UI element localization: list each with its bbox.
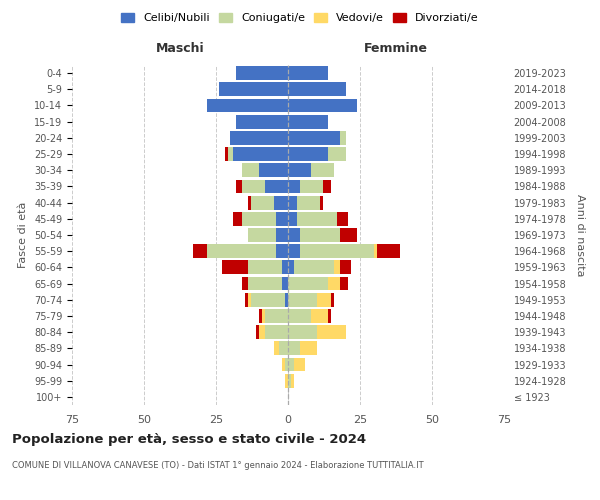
Bar xyxy=(285,374,288,388)
Bar xyxy=(233,147,288,161)
Bar xyxy=(288,358,294,372)
Bar xyxy=(277,228,288,242)
Bar xyxy=(294,358,305,372)
Bar xyxy=(259,309,262,323)
Bar xyxy=(233,212,242,226)
Bar xyxy=(219,82,288,96)
Bar xyxy=(288,82,346,96)
Bar xyxy=(288,228,299,242)
Bar xyxy=(296,212,337,226)
Bar xyxy=(288,293,317,306)
Bar xyxy=(248,293,251,306)
Bar xyxy=(340,276,349,290)
Bar xyxy=(282,276,288,290)
Bar xyxy=(328,309,331,323)
Bar xyxy=(331,293,334,306)
Bar xyxy=(374,244,377,258)
Y-axis label: Anni di nascita: Anni di nascita xyxy=(575,194,585,276)
Bar xyxy=(377,244,400,258)
Bar xyxy=(242,164,259,177)
Bar xyxy=(288,131,340,144)
Bar xyxy=(265,180,288,194)
Bar xyxy=(328,276,340,290)
Bar xyxy=(265,326,288,339)
Bar xyxy=(288,326,317,339)
Bar xyxy=(311,164,334,177)
Bar xyxy=(208,244,277,258)
Bar xyxy=(291,374,294,388)
Bar xyxy=(288,147,328,161)
Bar xyxy=(317,326,346,339)
Bar xyxy=(288,342,299,355)
Bar xyxy=(259,164,288,177)
Bar xyxy=(296,196,320,209)
Bar xyxy=(277,244,288,258)
Bar xyxy=(274,342,280,355)
Bar xyxy=(262,309,265,323)
Bar xyxy=(299,228,340,242)
Bar xyxy=(288,196,296,209)
Bar xyxy=(340,131,346,144)
Bar xyxy=(227,147,233,161)
Bar xyxy=(288,66,328,80)
Bar xyxy=(285,293,288,306)
Bar xyxy=(274,196,288,209)
Bar xyxy=(340,228,357,242)
Bar xyxy=(288,115,328,128)
Bar xyxy=(288,180,299,194)
Bar xyxy=(299,244,374,258)
Bar xyxy=(236,66,288,80)
Bar xyxy=(248,196,251,209)
Bar xyxy=(282,358,285,372)
Bar xyxy=(236,115,288,128)
Bar xyxy=(317,293,331,306)
Bar xyxy=(285,358,288,372)
Legend: Celibi/Nubili, Coniugati/e, Vedovi/e, Divorziati/e: Celibi/Nubili, Coniugati/e, Vedovi/e, Di… xyxy=(117,8,483,28)
Bar xyxy=(299,180,323,194)
Bar xyxy=(288,276,328,290)
Bar xyxy=(224,147,227,161)
Bar xyxy=(280,342,288,355)
Bar xyxy=(236,180,242,194)
Text: Popolazione per età, sesso e stato civile - 2024: Popolazione per età, sesso e stato civil… xyxy=(12,432,366,446)
Bar xyxy=(282,260,288,274)
Bar xyxy=(323,180,331,194)
Text: Femmine: Femmine xyxy=(364,42,428,55)
Bar xyxy=(242,180,265,194)
Bar xyxy=(245,293,248,306)
Bar xyxy=(288,374,291,388)
Bar xyxy=(277,212,288,226)
Bar xyxy=(251,196,274,209)
Bar xyxy=(294,260,334,274)
Bar xyxy=(288,98,357,112)
Bar xyxy=(288,244,299,258)
Bar xyxy=(288,309,311,323)
Bar xyxy=(248,260,282,274)
Bar xyxy=(299,342,317,355)
Bar xyxy=(256,326,259,339)
Bar xyxy=(311,309,328,323)
Text: COMUNE DI VILLANOVA CANAVESE (TO) - Dati ISTAT 1° gennaio 2024 - Elaborazione TU: COMUNE DI VILLANOVA CANAVESE (TO) - Dati… xyxy=(12,460,424,469)
Bar xyxy=(248,228,277,242)
Bar xyxy=(288,164,311,177)
Bar xyxy=(193,244,208,258)
Bar xyxy=(242,212,277,226)
Bar xyxy=(288,260,294,274)
Bar xyxy=(259,326,265,339)
Bar xyxy=(288,212,296,226)
Bar xyxy=(251,293,285,306)
Bar xyxy=(242,276,248,290)
Bar xyxy=(328,147,346,161)
Bar xyxy=(265,309,288,323)
Bar xyxy=(320,196,323,209)
Bar xyxy=(340,260,352,274)
Bar xyxy=(222,260,248,274)
Y-axis label: Fasce di età: Fasce di età xyxy=(19,202,28,268)
Bar xyxy=(230,131,288,144)
Bar xyxy=(334,260,340,274)
Bar xyxy=(337,212,349,226)
Bar xyxy=(208,98,288,112)
Bar xyxy=(248,276,282,290)
Text: Maschi: Maschi xyxy=(155,42,205,55)
